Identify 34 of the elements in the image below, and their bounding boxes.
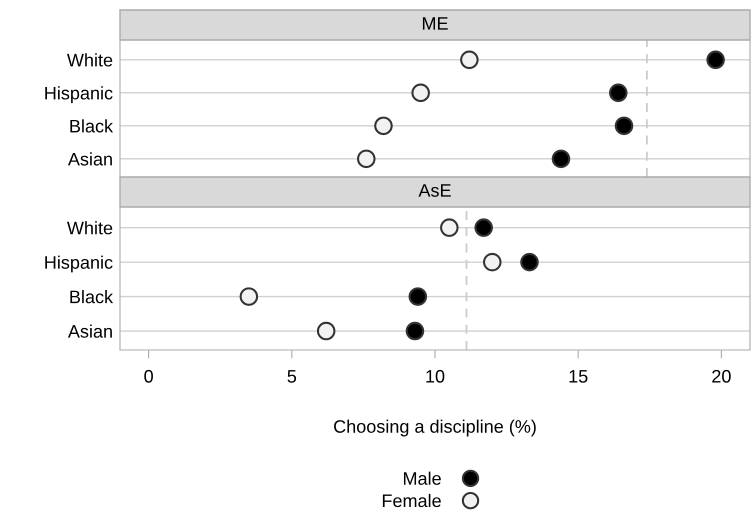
y-tick-label: Black	[70, 290, 114, 304]
legend-label: Female	[382, 494, 441, 508]
chart-title: AsE	[418, 184, 451, 197]
x-tick-label: 10	[426, 370, 444, 383]
legend-label: Male	[404, 472, 441, 485]
point	[483, 252, 502, 272]
x-tick-label: 20	[712, 370, 731, 383]
point	[240, 287, 258, 306]
y-tick-label: Asian	[68, 324, 112, 338]
point	[357, 150, 376, 168]
point	[406, 322, 424, 340]
y-tick-label: White	[66, 221, 112, 234]
chart-title: ME	[422, 17, 448, 30]
y-tick-label: Hispanic	[45, 256, 113, 272]
point	[408, 287, 428, 306]
x-axis-title: Choosing a discipline (%)	[334, 420, 536, 436]
point	[520, 252, 539, 272]
point	[440, 218, 459, 237]
x-tick-label: 0	[144, 370, 153, 383]
point	[460, 50, 479, 70]
x-tick-label: 5	[288, 370, 296, 383]
y-tick-label: Black	[70, 119, 114, 133]
point	[374, 116, 393, 136]
y-tick-label: White	[66, 53, 112, 67]
point	[552, 150, 570, 168]
y-tick-label: Asian	[68, 152, 112, 166]
x-tick-label: 15	[570, 370, 588, 383]
point	[706, 50, 725, 70]
point	[609, 84, 628, 102]
point	[474, 218, 493, 237]
y-tick-label: Hispanic	[45, 86, 113, 104]
point	[411, 84, 430, 102]
point	[614, 116, 634, 136]
point	[316, 322, 336, 340]
